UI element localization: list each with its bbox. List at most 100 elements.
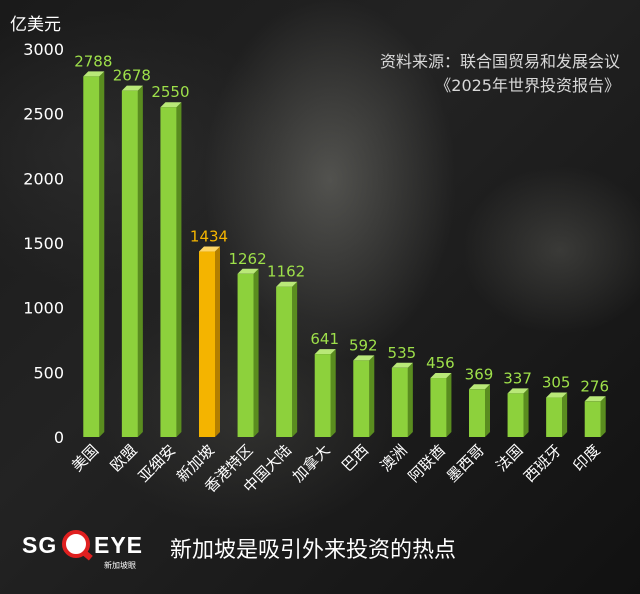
bar-top (430, 373, 452, 379)
bar-group (469, 384, 490, 437)
data-label: 1162 (267, 263, 305, 281)
bar-side (137, 85, 143, 438)
logo-text-left: SG (22, 532, 58, 558)
bar (507, 393, 524, 437)
data-label: 2550 (151, 83, 189, 101)
bar (584, 401, 601, 437)
bar-top (121, 85, 143, 91)
y-axis-unit: 亿美元 (10, 15, 61, 35)
bar-top (584, 396, 606, 402)
category-label: 亚细安 (135, 441, 180, 486)
category-label: 阿联酋 (405, 441, 450, 486)
bar (199, 251, 215, 437)
bar-group (584, 396, 606, 437)
bar-top (276, 281, 298, 287)
bar-group (314, 349, 336, 437)
bar-side (292, 281, 298, 437)
source-line-1: 资料来源：联合国贸易和发展会议 (379, 52, 620, 71)
data-label: 1434 (190, 228, 228, 246)
category-label: 巴西 (338, 441, 372, 475)
bar-group (546, 392, 568, 437)
bar (391, 367, 408, 437)
sgeye-logo: SG EYE 新加坡眼 (22, 528, 152, 572)
source-line-2: 《2025年世界投资报告》 (435, 76, 620, 95)
data-label: 456 (426, 354, 455, 372)
data-label: 641 (310, 330, 339, 348)
category-label: 印度 (570, 441, 604, 475)
data-label: 535 (388, 344, 417, 362)
data-label: 2788 (74, 52, 112, 70)
y-tick-label: 1500 (23, 234, 64, 253)
logo-q-icon (62, 530, 90, 558)
bar (430, 378, 447, 437)
bar (276, 286, 293, 437)
bar-side (485, 384, 490, 437)
logo-subtitle: 新加坡眼 (104, 561, 136, 570)
category-label: 澳洲 (377, 441, 411, 475)
bar-group (353, 355, 375, 437)
category-label: 加拿大 (289, 441, 334, 486)
category-label: 美国 (68, 441, 102, 475)
bar-top (507, 388, 529, 394)
bar-side (523, 388, 529, 437)
bar-side (407, 362, 413, 437)
bar (546, 397, 563, 437)
bar-side (600, 396, 606, 437)
bar-top (160, 102, 182, 108)
bar-side (176, 102, 182, 437)
bar-group (391, 362, 413, 437)
data-label: 2678 (113, 67, 151, 85)
bar-top (83, 71, 105, 77)
y-tick-label: 0 (54, 428, 64, 447)
logo-text-right: EYE (94, 532, 144, 558)
bar-group (237, 268, 259, 437)
y-tick-label: 3000 (23, 40, 64, 59)
bar-group (276, 281, 298, 437)
y-tick-label: 1000 (23, 299, 64, 318)
source-note: 资料来源：联合国贸易和发展会议 《2025年世界投资报告》 (380, 50, 620, 98)
bar-side (253, 268, 259, 437)
category-label: 法国 (492, 441, 526, 475)
bar (237, 273, 254, 437)
y-tick-label: 2000 (23, 169, 64, 188)
bar-group (160, 102, 182, 437)
category-label: 欧盟 (107, 441, 141, 475)
data-label: 592 (349, 336, 378, 354)
data-label: 369 (465, 365, 494, 383)
bar (83, 76, 100, 437)
data-label: 305 (542, 374, 571, 392)
bar-group (430, 373, 452, 437)
bar-top (353, 355, 375, 361)
data-label: 1262 (228, 250, 266, 268)
bar-group (507, 388, 529, 437)
bar-side (562, 392, 568, 437)
data-label: 337 (503, 369, 532, 387)
bar-top (199, 246, 220, 252)
bar-top (546, 392, 568, 398)
bar-top (237, 268, 259, 274)
bar-side (215, 246, 220, 437)
bar (314, 354, 331, 437)
bar (353, 360, 370, 437)
data-label: 276 (580, 377, 609, 395)
y-tick-label: 500 (33, 363, 64, 382)
bar-top (391, 362, 413, 368)
bar-group (121, 85, 143, 438)
bar-top (314, 349, 336, 355)
bar-chart: 0 500 1000 1500 2000 2500 3000 2788 美国 2678 欧盟 2550… (23, 40, 609, 496)
bar-side (446, 373, 452, 437)
bar (469, 389, 485, 437)
y-tick-label: 2500 (23, 105, 64, 124)
bar (160, 107, 177, 437)
category-label: 西班牙 (520, 441, 565, 486)
bar-group (199, 246, 220, 437)
bar (121, 90, 138, 438)
bar-group (83, 71, 105, 437)
bar-side (369, 355, 375, 437)
bar-side (330, 349, 336, 437)
category-label: 墨西哥 (443, 441, 488, 486)
footer: SG EYE 新加坡眼 新加坡是吸引外来投资的热点 (0, 522, 640, 572)
bar-side (99, 71, 105, 437)
bar-top (469, 384, 490, 390)
